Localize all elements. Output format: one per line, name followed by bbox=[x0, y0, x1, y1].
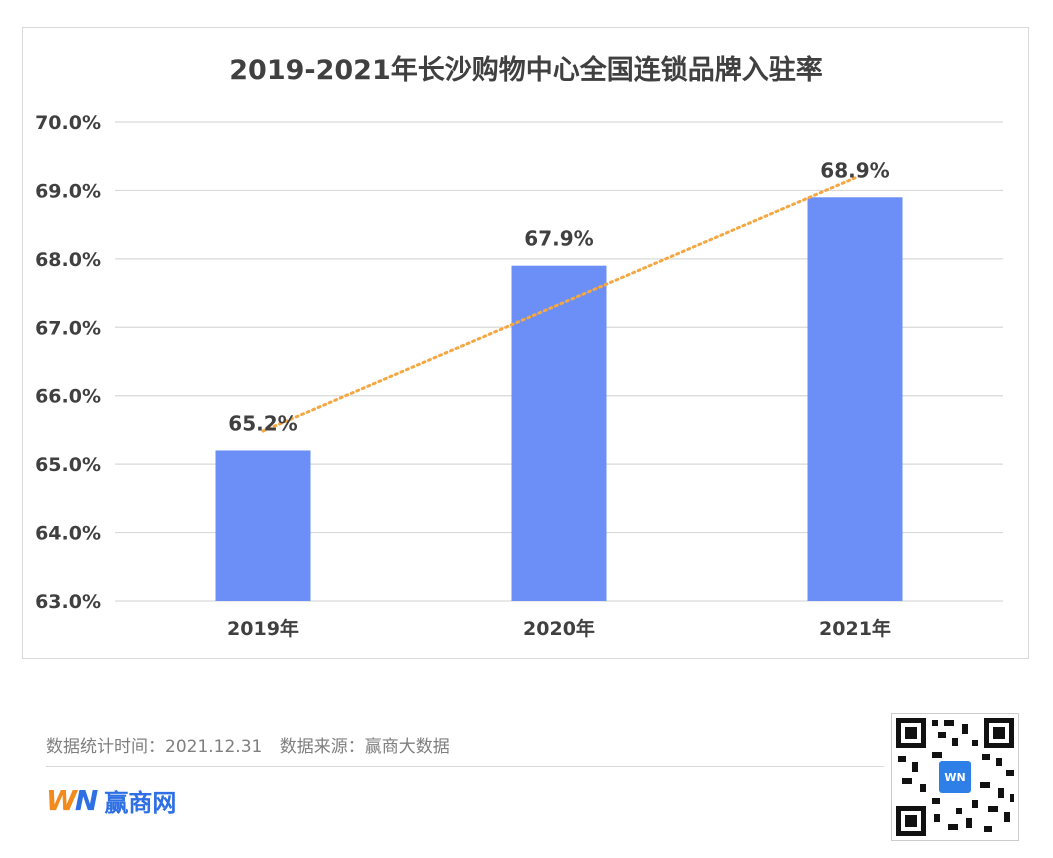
trendline bbox=[261, 176, 857, 433]
logo-text: 赢商网 bbox=[104, 788, 177, 817]
bar-chart: 2019-2021年长沙购物中心全国连锁品牌入驻率 63.0% 64.0% 65.0%… bbox=[35, 54, 1003, 640]
y-tick-label: 64.0% bbox=[35, 523, 101, 545]
data-label: 68.9% bbox=[820, 158, 889, 182]
svg-text:WN: WN bbox=[944, 771, 965, 784]
y-tick-label: 66.0% bbox=[35, 386, 101, 408]
x-tick-label: 2021年 bbox=[819, 617, 891, 640]
y-tick-label: 67.0% bbox=[35, 317, 101, 339]
chart-title: 2019-2021年长沙购物中心全国连锁品牌入驻率 bbox=[229, 54, 823, 86]
y-tick-label: 65.0% bbox=[35, 454, 101, 476]
y-tick-label: 70.0% bbox=[35, 112, 101, 134]
data-time-label: 数据统计时间：2021.12.31 bbox=[46, 737, 263, 757]
winshang-logo: WN 赢商网 bbox=[46, 783, 177, 817]
y-tick-label: 68.0% bbox=[35, 249, 101, 271]
y-tick-label: 69.0% bbox=[35, 180, 101, 202]
logo-mark: WN bbox=[46, 783, 98, 817]
bar bbox=[215, 450, 311, 601]
footer-note: 数据统计时间：2021.12.31 数据来源：赢商大数据 bbox=[46, 732, 462, 757]
chart-frame: 2019-2021年长沙购物中心全国连锁品牌入驻率 63.0% 64.0% 65.0%… bbox=[22, 27, 1029, 659]
data-label: 65.2% bbox=[228, 411, 297, 435]
qr-code: WN bbox=[891, 713, 1019, 841]
bar bbox=[807, 197, 903, 601]
bar bbox=[511, 265, 607, 601]
data-label: 67.9% bbox=[524, 227, 593, 251]
data-source-label: 数据来源：赢商大数据 bbox=[279, 737, 450, 757]
x-tick-label: 2019年 bbox=[227, 617, 299, 640]
y-tick-label: 63.0% bbox=[35, 591, 101, 613]
footer-divider bbox=[46, 766, 884, 767]
x-tick-label: 2020年 bbox=[523, 617, 595, 640]
